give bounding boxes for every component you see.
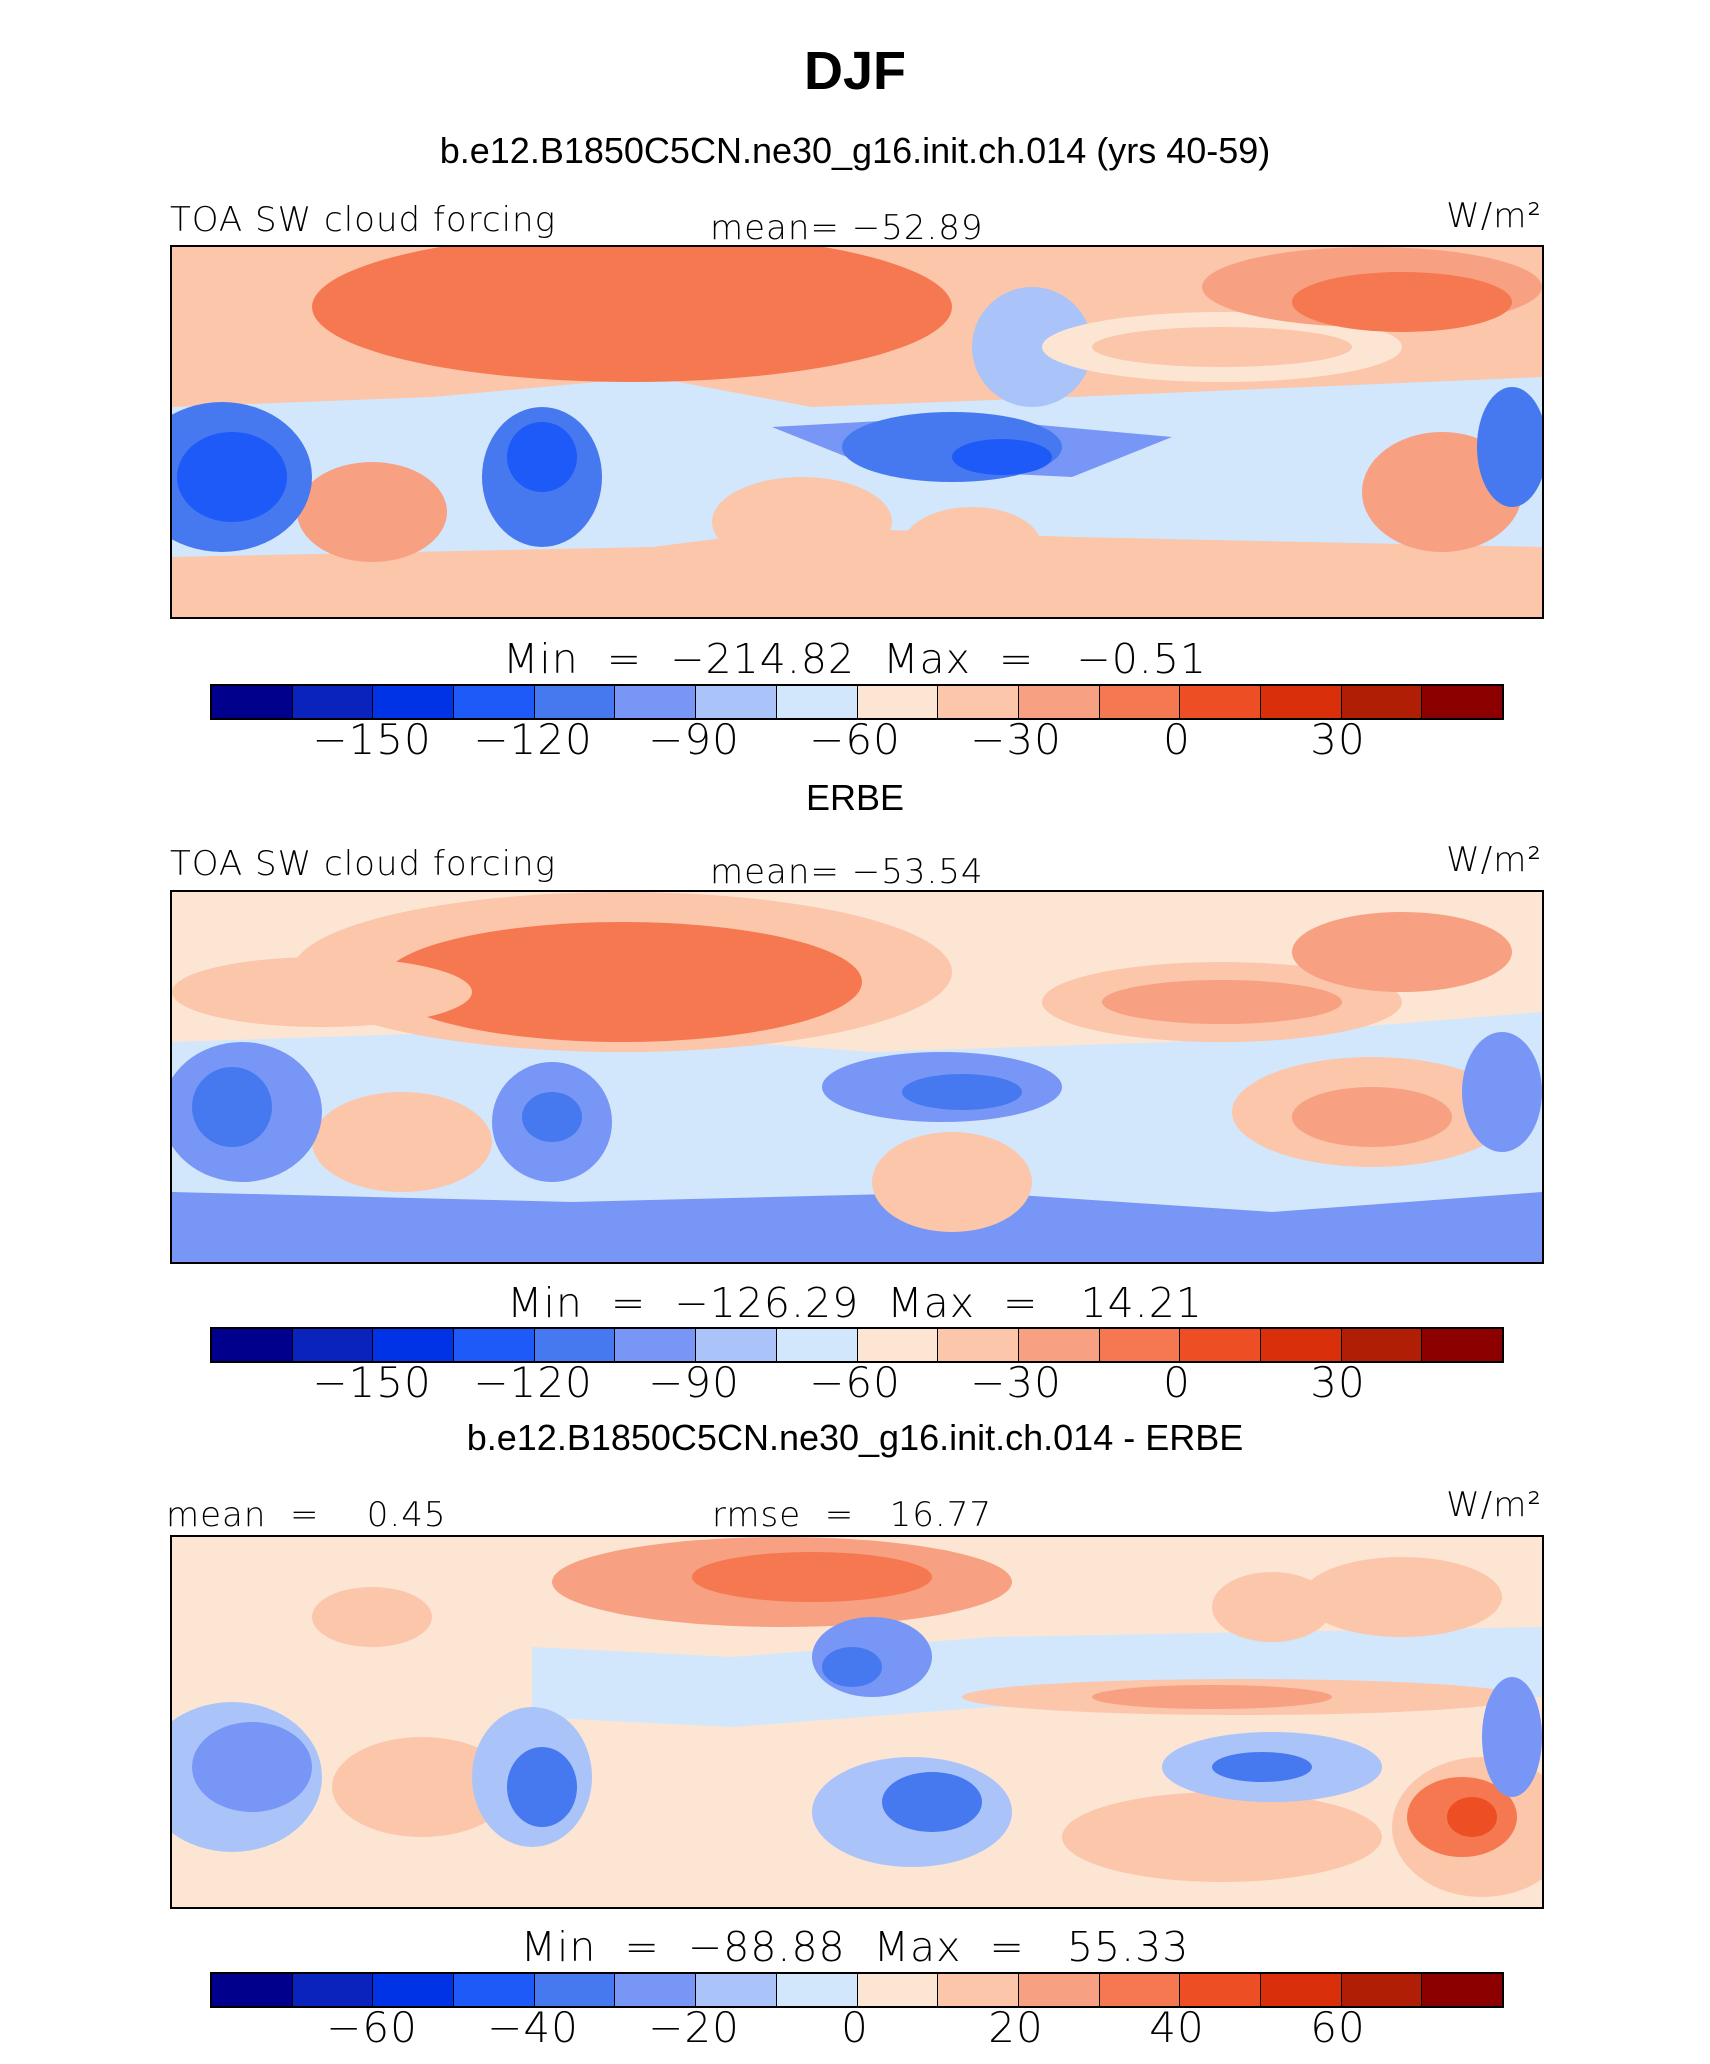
colorbar-tick-label: −90 bbox=[648, 1358, 740, 1407]
colorbar-box bbox=[534, 1329, 616, 1361]
colorbar-box bbox=[1099, 1329, 1181, 1361]
colorbar-box bbox=[1260, 1329, 1342, 1361]
colorbar-box bbox=[212, 1974, 293, 2006]
panel-2-minmax: Min = −126.29 Max = 14.21 bbox=[507, 1279, 1203, 1327]
colorbar-tick-label: −60 bbox=[809, 715, 901, 764]
colorbar-box bbox=[454, 1329, 535, 1361]
colorbar-box bbox=[534, 1974, 616, 2006]
figure-title: DJF bbox=[803, 41, 906, 101]
colorbar-box bbox=[1180, 1974, 1261, 2006]
colorbar-box bbox=[454, 1974, 535, 2006]
colorbar-box bbox=[938, 1974, 1019, 2006]
panel-3-mean-label: mean = 0.45 bbox=[166, 1495, 447, 1535]
colorbar-box bbox=[534, 686, 616, 718]
colorbar-tick-label: −90 bbox=[648, 715, 740, 764]
colorbar-box bbox=[615, 1974, 697, 2006]
colorbar-tick-label: 30 bbox=[1310, 715, 1366, 764]
panel-2-variable-label: TOA SW cloud forcing bbox=[170, 844, 556, 884]
colorbar-tick-label: −60 bbox=[326, 2003, 418, 2052]
colorbar-tick-label: 40 bbox=[1149, 2003, 1205, 2052]
colorbar-box bbox=[776, 1974, 858, 2006]
colorbar-box bbox=[212, 1329, 293, 1361]
colorbar-box bbox=[615, 686, 697, 718]
colorbar-box bbox=[292, 1329, 374, 1361]
panel-1-units: W/m² bbox=[1446, 196, 1542, 236]
panel-1-map bbox=[170, 245, 1544, 619]
panel-3-units: W/m² bbox=[1446, 1485, 1542, 1525]
colorbar-tick-label: −150 bbox=[312, 1358, 432, 1407]
colorbar-box bbox=[857, 1974, 939, 2006]
panel-2-subtitle: ERBE bbox=[805, 777, 905, 818]
colorbar-tick-label: 0 bbox=[1163, 1358, 1191, 1407]
panel-2-mean-label: mean= −53.54 bbox=[710, 852, 984, 892]
colorbar-box bbox=[212, 686, 293, 718]
panel-1-subtitle: b.e12.B1850C5CN.ne30_g16.init.ch.014 (yr… bbox=[439, 130, 1271, 171]
panel-3-colorbar bbox=[210, 1972, 1504, 2008]
panel-2-colorbar bbox=[210, 1327, 1504, 1363]
colorbar-box bbox=[1099, 686, 1181, 718]
colorbar-box bbox=[857, 1329, 939, 1361]
panel-1-colorbar bbox=[210, 684, 1504, 720]
panel-2-map bbox=[170, 890, 1544, 1264]
colorbar-box bbox=[776, 686, 858, 718]
colorbar-tick-label: 60 bbox=[1310, 2003, 1366, 2052]
colorbar-tick-label: 0 bbox=[1163, 715, 1191, 764]
colorbar-tick-label: −60 bbox=[809, 1358, 901, 1407]
colorbar-tick-label: −120 bbox=[473, 715, 593, 764]
panel-1-variable-label: TOA SW cloud forcing bbox=[170, 200, 556, 240]
colorbar-box bbox=[615, 1329, 697, 1361]
colorbar-box bbox=[1018, 686, 1100, 718]
colorbar-box bbox=[857, 686, 939, 718]
colorbar-box bbox=[1341, 686, 1423, 718]
colorbar-box bbox=[373, 686, 455, 718]
colorbar-box bbox=[938, 686, 1019, 718]
colorbar-tick-label: 20 bbox=[988, 2003, 1044, 2052]
panel-3-minmax: Min = −88.88 Max = 55.33 bbox=[520, 1923, 1190, 1971]
colorbar-tick-label: −120 bbox=[473, 1358, 593, 1407]
colorbar-tick-label: −30 bbox=[970, 715, 1062, 764]
colorbar-box bbox=[1422, 1974, 1502, 2006]
panel-3-subtitle: b.e12.B1850C5CN.ne30_g16.init.ch.014 - E… bbox=[466, 1417, 1244, 1458]
colorbar-box bbox=[1341, 1329, 1423, 1361]
colorbar-box bbox=[292, 1974, 374, 2006]
panel-3-rmse-label: rmse = 16.77 bbox=[712, 1495, 992, 1535]
colorbar-box bbox=[1180, 686, 1261, 718]
colorbar-tick-label: −150 bbox=[312, 715, 432, 764]
colorbar-box bbox=[776, 1329, 858, 1361]
colorbar-box bbox=[696, 1974, 777, 2006]
panel-1-minmax: Min = −214.82 Max = −0.51 bbox=[502, 635, 1208, 683]
colorbar-tick-label: −20 bbox=[648, 2003, 740, 2052]
colorbar-box bbox=[373, 1329, 455, 1361]
colorbar-box bbox=[1260, 686, 1342, 718]
colorbar-box bbox=[1180, 1329, 1261, 1361]
colorbar-box bbox=[1422, 1329, 1502, 1361]
colorbar-box bbox=[1422, 686, 1502, 718]
panel-2-units: W/m² bbox=[1446, 840, 1542, 880]
colorbar-box bbox=[1260, 1974, 1342, 2006]
colorbar-box bbox=[1018, 1974, 1100, 2006]
colorbar-box bbox=[696, 686, 777, 718]
colorbar-box bbox=[938, 1329, 1019, 1361]
colorbar-box bbox=[696, 1329, 777, 1361]
colorbar-tick-label: −30 bbox=[970, 1358, 1062, 1407]
colorbar-box bbox=[1341, 1974, 1423, 2006]
colorbar-box bbox=[1099, 1974, 1181, 2006]
colorbar-box bbox=[373, 1974, 455, 2006]
panel-3-map bbox=[170, 1535, 1544, 1909]
colorbar-box bbox=[1018, 1329, 1100, 1361]
panel-1-mean-label: mean= −52.89 bbox=[710, 208, 984, 248]
colorbar-tick-label: −40 bbox=[487, 2003, 579, 2052]
colorbar-tick-label: 30 bbox=[1310, 1358, 1366, 1407]
colorbar-box bbox=[292, 686, 374, 718]
colorbar-box bbox=[454, 686, 535, 718]
colorbar-tick-label: 0 bbox=[841, 2003, 869, 2052]
